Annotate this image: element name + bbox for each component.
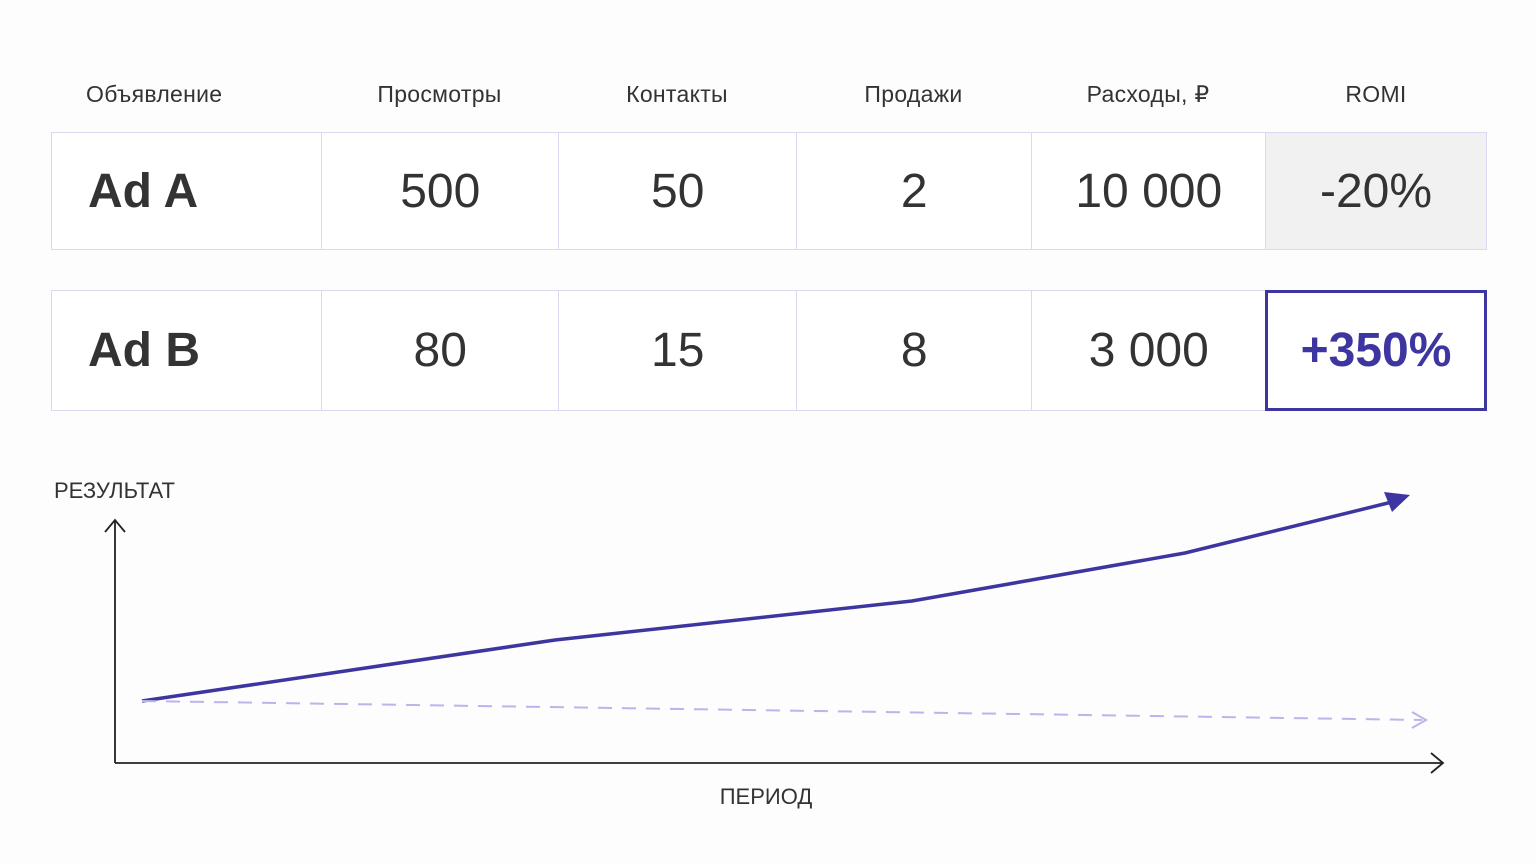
table-cell: 3 000 xyxy=(1031,290,1267,411)
y-axis-arrow xyxy=(104,518,126,533)
flat-arrow xyxy=(1411,711,1429,729)
column-header: ROMI xyxy=(1345,81,1407,107)
table-cell: 50 xyxy=(558,132,798,250)
table-cell: -20% xyxy=(1265,132,1487,250)
ad-name: Ad B xyxy=(51,290,323,411)
column-header: Объявление xyxy=(86,81,223,107)
table-cell: 10 000 xyxy=(1031,132,1267,250)
column-header: Расходы, ₽ xyxy=(1086,81,1210,107)
table-cell: 8 xyxy=(796,290,1033,411)
column-header: Контакты xyxy=(626,81,728,107)
table-cell: +350% xyxy=(1265,290,1487,411)
table-cell: 80 xyxy=(321,290,560,411)
growth-arrow xyxy=(1384,492,1410,512)
ad-name: Ad A xyxy=(51,132,323,250)
column-header: Продажи xyxy=(864,81,963,107)
diagram xyxy=(104,492,1445,774)
y-axis-label: РЕЗУЛЬТАТ xyxy=(54,478,175,503)
growth-line xyxy=(141,500,1393,703)
flat-line xyxy=(141,700,1423,721)
table-cell: 15 xyxy=(558,290,798,411)
axes xyxy=(104,518,1445,774)
x-axis-label: ПЕРИОД xyxy=(719,784,813,809)
table-cell: 500 xyxy=(321,132,560,250)
table-cell: 2 xyxy=(796,132,1033,250)
x-axis-arrow xyxy=(1430,752,1445,774)
column-header: Просмотры xyxy=(377,81,502,107)
